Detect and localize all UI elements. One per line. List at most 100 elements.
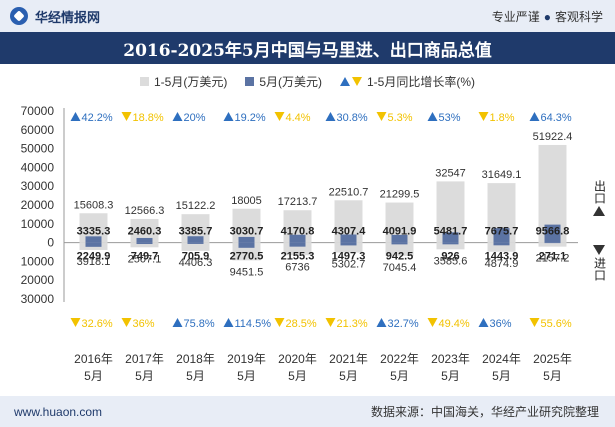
bar-import-month — [187, 242, 204, 244]
label-export-cum: 15122.2 — [176, 200, 216, 212]
bar-export-month — [289, 234, 306, 243]
bar-export-month — [85, 236, 102, 243]
bar-import-cum — [487, 242, 516, 252]
bar-import-month — [85, 242, 102, 247]
brand: 华经情报网 — [10, 7, 100, 26]
slogan-right: 客观科学 — [554, 9, 603, 24]
x-tick-label: 2025年 — [533, 352, 572, 366]
y-tick-label: 20000 — [21, 198, 55, 212]
label-export-month: 4307.4 — [332, 226, 367, 238]
growth-export-value: 4.4% — [286, 112, 311, 124]
label-import-month: 2155.3 — [281, 251, 315, 263]
growth-import-value: 28.5% — [286, 318, 317, 330]
growth-export-up-icon — [70, 112, 81, 121]
legend-label-yoy: 1-5月同比增长率(%) — [367, 74, 476, 89]
bar-import-cum — [436, 242, 465, 250]
growth-import-value: 114.5% — [235, 318, 272, 330]
x-tick-label: 5月 — [492, 369, 511, 383]
label-export-cum: 51922.4 — [533, 131, 573, 143]
bar-import-month — [493, 242, 510, 246]
bar-import-month — [289, 242, 306, 247]
growth-import-down-icon — [70, 318, 81, 327]
label-import-month: 749.7 — [131, 251, 159, 263]
x-tick-label: 2018年 — [176, 352, 215, 366]
bar-import-month — [238, 242, 255, 248]
label-import-cum: 5302.7 — [332, 259, 366, 271]
label-export-month: 9566.8 — [536, 226, 570, 238]
legend-label-month: 5月(万美元) — [259, 74, 322, 89]
label-import-month: 271.1 — [539, 251, 567, 263]
x-tick-label: 5月 — [186, 369, 205, 383]
top-banner: 华经情报网 专业严谨 ● 客观科学 — [0, 0, 615, 32]
bar-export-month — [442, 232, 459, 243]
growth-export-value: 5.3% — [388, 112, 413, 124]
export-side-label: 出口 — [591, 180, 607, 216]
label-export-month: 5481.7 — [434, 226, 468, 238]
footer-source: 数据来源：中国海关，华经产业研究院整理 — [370, 405, 599, 419]
legend-item-yoy: 1-5月同比增长率(%) — [340, 73, 475, 90]
growth-import-down-icon — [121, 318, 132, 327]
x-tick-label: 2016年 — [74, 352, 113, 366]
label-export-month: 7675.7 — [485, 226, 519, 238]
growth-import-value: 32.6% — [82, 318, 113, 330]
export-up-arrow-icon — [593, 206, 605, 216]
x-tick-label: 5月 — [390, 369, 409, 383]
legend-up-triangle-icon — [340, 76, 350, 86]
x-tick-label: 5月 — [339, 369, 358, 383]
growth-export-up-icon — [325, 112, 336, 121]
y-tick-label: 50000 — [21, 142, 55, 156]
footer-url: www.huaon.com — [14, 404, 103, 419]
label-export-cum: 22510.7 — [329, 186, 369, 198]
label-export-month: 4091.9 — [383, 226, 417, 238]
growth-export-value: 19.2% — [235, 112, 266, 124]
slogan-dot: ● — [543, 9, 551, 24]
label-export-month: 3030.7 — [230, 226, 264, 238]
bar-import-cum — [130, 242, 159, 248]
x-tick-label: 2024年 — [482, 352, 521, 366]
y-tick-label: 10000 — [21, 254, 55, 268]
growth-export-down-icon — [121, 112, 132, 121]
bar-import-month — [340, 242, 357, 246]
growth-import-value: 49.4% — [439, 318, 470, 330]
y-tick-label: 60000 — [21, 123, 55, 137]
x-tick-label: 5月 — [288, 369, 307, 383]
y-tick-label: 30000 — [21, 292, 55, 306]
growth-import-up-icon — [223, 318, 234, 327]
brand-name: 华经情报网 — [35, 9, 101, 25]
bar-import-cum — [538, 242, 567, 247]
legend-item-cum: 1-5月(万美元) — [139, 73, 228, 90]
growth-export-down-icon — [274, 112, 285, 121]
label-export-cum: 18005 — [231, 195, 262, 207]
bar-export-month — [136, 237, 153, 243]
x-tick-label: 5月 — [441, 369, 460, 383]
label-export-month: 3335.3 — [77, 226, 111, 238]
x-tick-label: 2017年 — [125, 352, 164, 366]
x-tick-label: 5月 — [543, 369, 562, 383]
bar-import-month — [391, 242, 408, 245]
growth-import-up-icon — [478, 318, 489, 327]
label-import-cum: 9451.5 — [230, 266, 264, 278]
bar-import-month — [442, 242, 459, 245]
growth-export-down-icon — [376, 112, 387, 121]
growth-export-value: 30.8% — [337, 112, 368, 124]
growth-export-up-icon — [529, 112, 540, 121]
legend-label-cum: 1-5月(万美元) — [153, 74, 228, 89]
label-import-month: 2249.9 — [77, 251, 111, 263]
growth-export-value: 20% — [184, 112, 206, 124]
growth-import-value: 55.6% — [541, 318, 572, 330]
bar-import-cum — [181, 242, 210, 251]
x-tick-label: 2021年 — [329, 352, 368, 366]
bar-export-month — [391, 234, 408, 243]
label-export-cum: 31649.1 — [482, 169, 522, 181]
chart-legend: 1-5月(万美元) 5月(万美元) 1-5月同比增长率(%) — [0, 72, 615, 90]
label-import-month: 2770.5 — [230, 251, 264, 263]
bar-export-cum — [130, 218, 159, 243]
label-export-cum: 17213.7 — [278, 196, 318, 208]
footer: www.huaon.com 数据来源：中国海关，华经产业研究院整理 — [0, 396, 615, 427]
growth-export-value: 18.8% — [133, 112, 164, 124]
label-export-cum: 21299.5 — [380, 189, 420, 201]
bar-import-month — [544, 242, 561, 244]
legend-item-month: 5月(万美元) — [245, 73, 322, 90]
label-export-month: 4170.8 — [281, 226, 315, 238]
